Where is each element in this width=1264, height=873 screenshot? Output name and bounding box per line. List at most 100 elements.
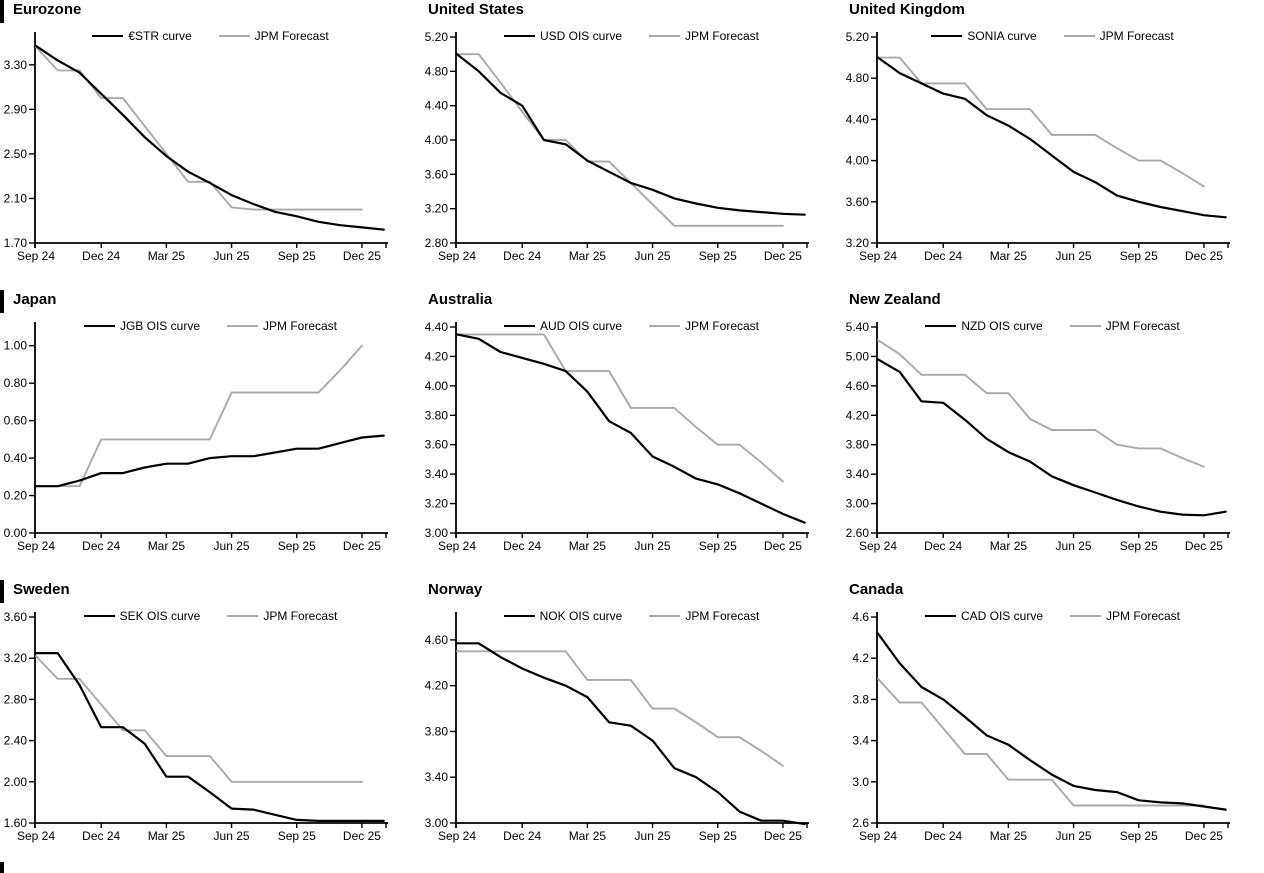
svg-text:0.00: 0.00 (4, 526, 28, 540)
legend-label: JPM Forecast (254, 29, 329, 43)
chart-canvas: 1.70 2.10 2.50 2.90 3.30 Sep 24 Dec 24 Mar 25 Ju… (4, 32, 388, 263)
svg-text:3.30: 3.30 (4, 58, 28, 72)
forecast-line-swatch (649, 325, 680, 327)
svg-text:Dec 24: Dec 24 (503, 249, 541, 263)
chart-title: Eurozone (13, 1, 82, 18)
svg-text:4.2: 4.2 (852, 651, 869, 665)
legend-label: SONIA curve (967, 29, 1037, 43)
chart-canvas: 1.60 2.00 2.40 2.80 3.20 3.60 Sep 24 Dec 24 Mar … (4, 610, 388, 843)
svg-text:Sep 24: Sep 24 (859, 249, 897, 263)
svg-text:3.20: 3.20 (846, 236, 870, 250)
chart-panel-australia: Australia AUD OIS curve JPM Forecast 3.0… (421, 290, 842, 580)
svg-text:3.80: 3.80 (425, 724, 449, 738)
series-line-swatch (931, 34, 963, 38)
forecast-line-swatch (649, 615, 681, 617)
panel-header: Norway (421, 580, 842, 604)
legend-item-series: AUD OIS curve (503, 319, 622, 333)
legend-label: NOK OIS curve (539, 609, 623, 623)
section-edge-bar (0, 0, 4, 23)
svg-text:Dec 24: Dec 24 (82, 829, 120, 843)
chart-canvas: 2.60 3.00 3.40 3.80 4.20 4.60 5.00 5.40 Sep 24 De… (846, 320, 1230, 553)
chart-canvas: 0.00 0.20 0.40 0.60 0.80 1.00 Sep 24 Dec 24 Mar … (4, 322, 388, 553)
chart-title: United States (428, 1, 524, 18)
chart-title: United Kingdom (849, 1, 965, 18)
legend-label: JPM Forecast (1099, 29, 1174, 43)
legend-label: SEK OIS curve (119, 609, 201, 623)
svg-text:Dec 25: Dec 25 (343, 249, 381, 263)
svg-text:Dec 24: Dec 24 (503, 829, 541, 843)
legend-label: JPM Forecast (1105, 319, 1180, 333)
svg-text:4.00: 4.00 (425, 379, 449, 393)
svg-text:Sep 24: Sep 24 (17, 249, 55, 263)
legend-item-forecast: JPM Forecast (227, 319, 337, 333)
series-line-swatch (83, 324, 115, 328)
legend-item-series: €STR curve (92, 29, 192, 43)
svg-text:3.40: 3.40 (425, 770, 449, 784)
svg-text:Sep 25: Sep 25 (278, 829, 316, 843)
svg-text:4.00: 4.00 (846, 154, 870, 168)
svg-text:4.80: 4.80 (846, 71, 870, 85)
legend-label: CAD OIS curve (960, 609, 1043, 623)
svg-text:Dec 25: Dec 25 (1185, 249, 1223, 263)
svg-text:3.20: 3.20 (425, 202, 449, 216)
legend-label: USD OIS curve (539, 29, 622, 43)
svg-text:Jun 25: Jun 25 (635, 249, 671, 263)
chart-legend: USD OIS curve JPM Forecast (456, 29, 807, 43)
svg-text:Dec 24: Dec 24 (503, 539, 541, 553)
legend-item-forecast: JPM Forecast (218, 29, 329, 43)
legend-item-forecast: JPM Forecast (227, 609, 337, 623)
svg-text:3.40: 3.40 (846, 467, 870, 481)
svg-text:3.0: 3.0 (852, 775, 869, 789)
svg-text:Dec 24: Dec 24 (924, 539, 962, 553)
legend-item-series: SONIA curve (931, 29, 1037, 43)
legend-label: JPM Forecast (1106, 609, 1181, 623)
forecast-line-swatch (1069, 325, 1101, 327)
svg-text:Sep 25: Sep 25 (1120, 539, 1158, 553)
section-edge-bar (0, 290, 4, 313)
panel-header: Eurozone (0, 0, 421, 24)
legend-item-series: JGB OIS curve (83, 319, 200, 333)
chart-panel-japan: Japan JGB OIS curve JPM Forecast 0.00 0.2… (0, 290, 421, 580)
svg-text:Jun 25: Jun 25 (214, 829, 250, 843)
forecast-line-swatch (218, 35, 250, 37)
chart-legend: NZD OIS curve JPM Forecast (877, 319, 1228, 333)
svg-text:3.00: 3.00 (846, 497, 870, 511)
series-line-swatch (925, 324, 957, 328)
forecast-line-swatch (1063, 35, 1095, 37)
legend-label: AUD OIS curve (539, 319, 622, 333)
svg-text:Dec 24: Dec 24 (924, 249, 962, 263)
chart-canvas: 3.00 3.40 3.80 4.20 4.60 Sep 24 Dec 24 Mar 25 Ju… (425, 612, 809, 843)
legend-label: NZD OIS curve (961, 319, 1043, 333)
legend-item-forecast: JPM Forecast (1069, 319, 1180, 333)
svg-text:1.00: 1.00 (4, 339, 28, 353)
legend-label: JGB OIS curve (119, 319, 200, 333)
chart-legend: AUD OIS curve JPM Forecast (456, 319, 807, 333)
svg-text:Dec 24: Dec 24 (82, 249, 120, 263)
svg-text:Sep 24: Sep 24 (17, 829, 55, 843)
svg-text:3.80: 3.80 (425, 408, 449, 422)
svg-text:4.20: 4.20 (425, 679, 449, 693)
svg-text:Jun 25: Jun 25 (1056, 829, 1092, 843)
legend-label: JPM Forecast (685, 29, 760, 43)
svg-text:4.00: 4.00 (425, 133, 449, 147)
svg-text:Jun 25: Jun 25 (635, 539, 671, 553)
forecast-line-swatch (227, 325, 258, 327)
chart-title: Sweden (13, 581, 70, 598)
legend-label: €STR curve (128, 29, 192, 43)
svg-text:Mar 25: Mar 25 (569, 829, 607, 843)
svg-text:3.20: 3.20 (4, 651, 28, 665)
svg-text:Sep 24: Sep 24 (859, 539, 897, 553)
next-section-edge-bar (0, 862, 4, 873)
svg-text:0.40: 0.40 (4, 451, 28, 465)
svg-text:2.80: 2.80 (425, 236, 449, 250)
svg-text:Mar 25: Mar 25 (569, 539, 607, 553)
chart-title: Japan (13, 291, 57, 308)
svg-text:2.6: 2.6 (852, 816, 869, 830)
svg-text:Jun 25: Jun 25 (635, 829, 671, 843)
series-line-swatch (83, 614, 115, 618)
svg-text:3.20: 3.20 (425, 497, 449, 511)
section-edge-bar (0, 580, 4, 603)
svg-text:2.60: 2.60 (846, 526, 870, 540)
chart-title: Canada (849, 581, 904, 598)
